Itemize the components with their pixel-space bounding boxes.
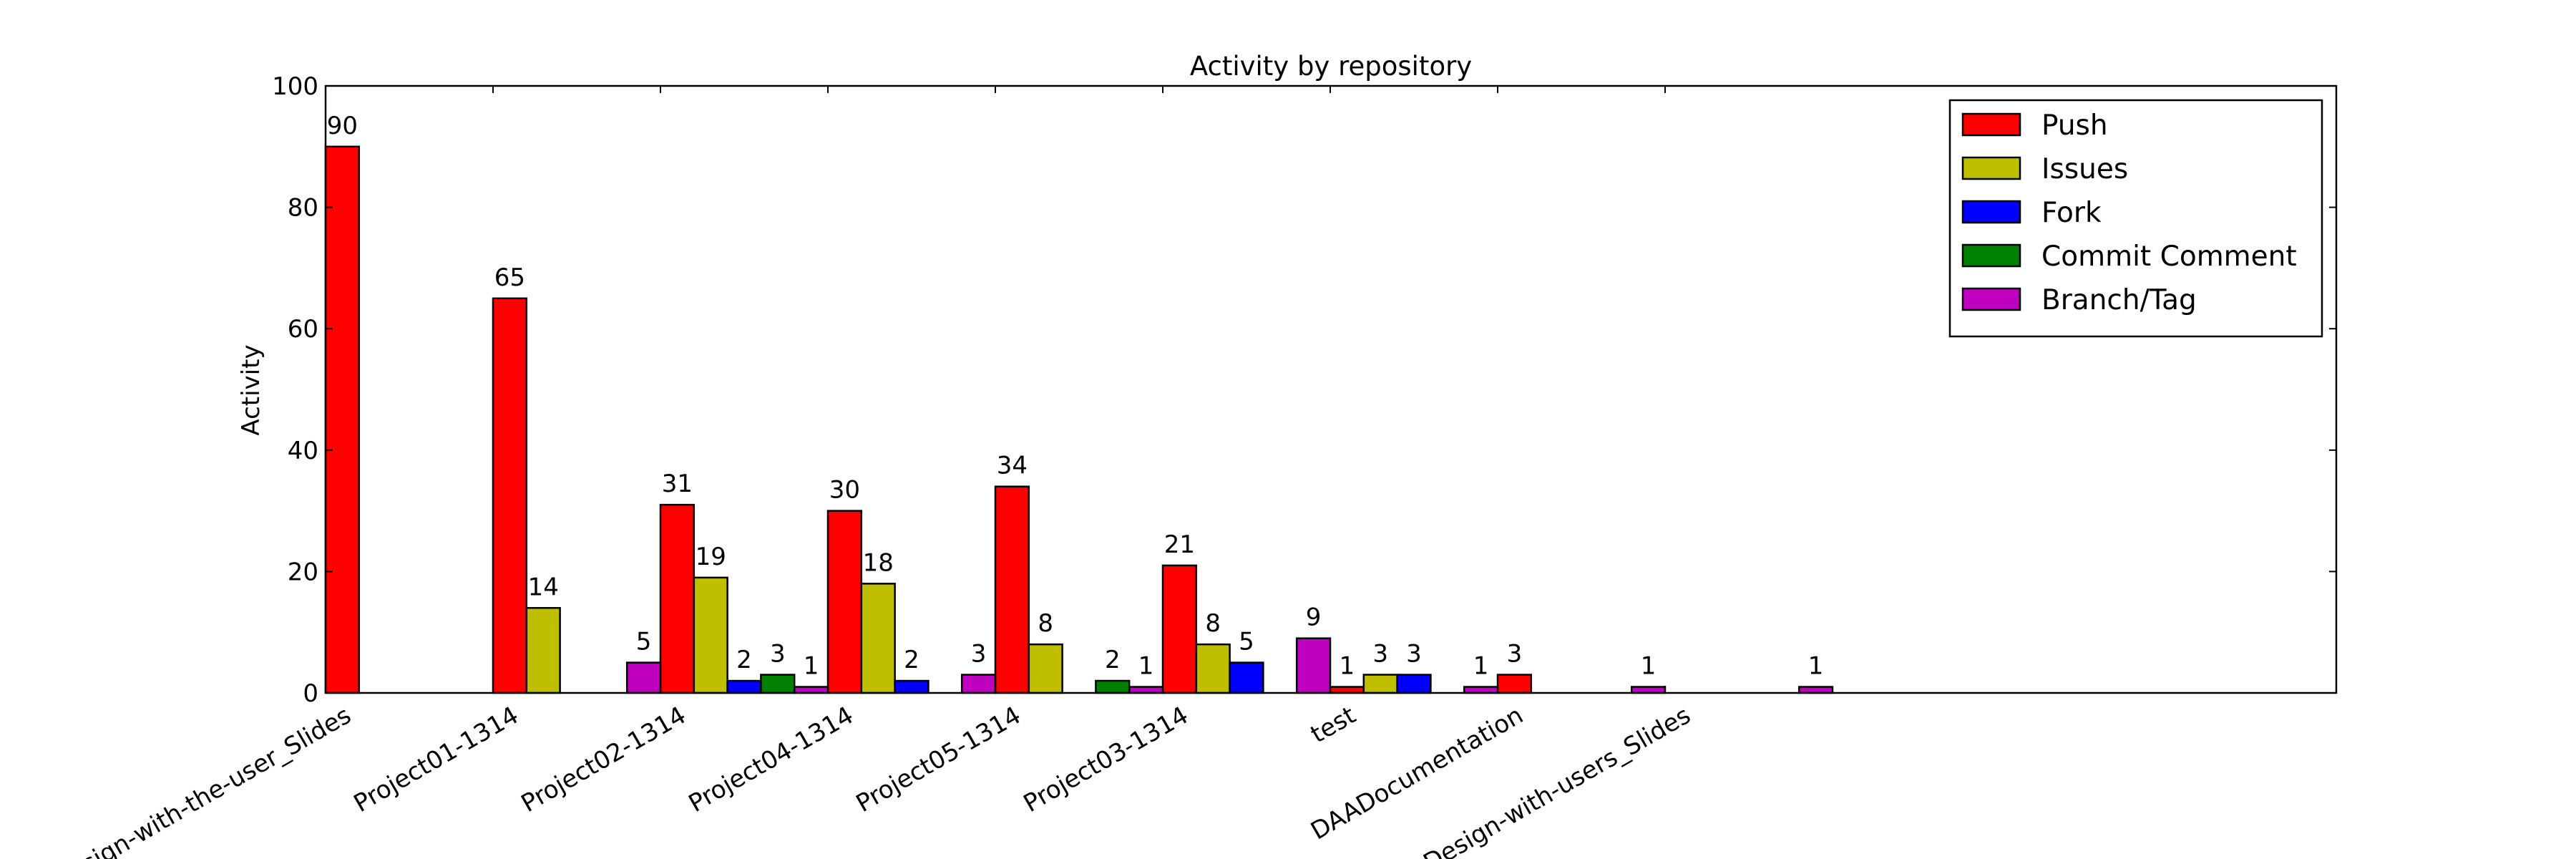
bar bbox=[525, 607, 561, 694]
x-tick-label: Project02-1314 bbox=[517, 701, 691, 818]
bar bbox=[860, 583, 896, 694]
bar bbox=[625, 661, 662, 694]
bar bbox=[1195, 643, 1231, 694]
data-label: 1 bbox=[1340, 652, 1355, 681]
data-label: 1 bbox=[1473, 652, 1489, 681]
data-label: 3 bbox=[770, 640, 786, 669]
y-tick-label: 20 bbox=[288, 558, 318, 586]
data-label: 3 bbox=[1372, 640, 1388, 669]
legend-swatch bbox=[1961, 112, 2021, 137]
x-tick-label: test bbox=[1306, 701, 1361, 749]
data-label: 1 bbox=[1138, 652, 1154, 681]
data-label: 65 bbox=[494, 263, 525, 292]
legend: Push Issues Fork Commit Comment Branch/Tag bbox=[1948, 99, 2323, 338]
legend-label: Branch/Tag bbox=[2041, 284, 2197, 316]
bar bbox=[492, 297, 528, 694]
bar bbox=[1095, 679, 1131, 694]
data-label: 90 bbox=[327, 112, 358, 140]
legend-label: Push bbox=[2041, 110, 2108, 142]
bar bbox=[324, 145, 361, 694]
data-label: 3 bbox=[1507, 640, 1523, 669]
data-label: 3 bbox=[1406, 640, 1422, 669]
bar bbox=[726, 679, 762, 694]
data-label: 1 bbox=[1808, 652, 1824, 681]
y-ticks-group: 0 20 40 60 80 100 bbox=[272, 72, 2336, 708]
y-tick-label: 80 bbox=[288, 194, 318, 223]
data-label: 21 bbox=[1164, 530, 1195, 559]
legend-swatch bbox=[1961, 287, 2021, 311]
bar bbox=[826, 510, 863, 694]
bar bbox=[1229, 661, 1264, 694]
legend-swatch bbox=[1961, 243, 2021, 268]
data-label: 1 bbox=[804, 652, 819, 681]
chart-title: Activity by repository bbox=[1190, 51, 1472, 82]
data-label: 19 bbox=[696, 543, 726, 571]
bars-group bbox=[324, 145, 1834, 694]
bar bbox=[1496, 674, 1533, 694]
bar bbox=[1362, 674, 1398, 694]
data-label: 2 bbox=[904, 646, 919, 674]
y-tick-label: 60 bbox=[288, 315, 318, 344]
legend-swatch bbox=[1961, 200, 2021, 224]
data-label: 3 bbox=[971, 640, 987, 669]
data-label: 31 bbox=[662, 470, 693, 498]
data-label: 5 bbox=[636, 628, 652, 656]
data-label: 9 bbox=[1306, 603, 1322, 632]
legend-label: Fork bbox=[2041, 197, 2102, 229]
bar bbox=[1128, 686, 1164, 694]
bar bbox=[894, 679, 930, 694]
bar bbox=[1329, 686, 1365, 694]
data-label: 8 bbox=[1205, 609, 1221, 638]
x-tick-label: Design-with-users_Slides bbox=[1419, 701, 1696, 859]
bar bbox=[1396, 674, 1432, 694]
bar bbox=[1295, 637, 1332, 694]
y-tick-label: 100 bbox=[272, 72, 318, 101]
legend-label: Commit Comment bbox=[2041, 241, 2297, 273]
bar bbox=[760, 674, 796, 694]
data-label: 2 bbox=[736, 646, 752, 674]
data-label: 18 bbox=[863, 548, 894, 577]
data-label: 8 bbox=[1038, 609, 1053, 638]
y-axis-label: Activity bbox=[237, 344, 265, 435]
bar bbox=[960, 674, 997, 694]
y-tick-label: 40 bbox=[288, 437, 318, 465]
y-tick-label: 0 bbox=[303, 679, 318, 708]
bar bbox=[659, 503, 696, 694]
bar bbox=[1630, 686, 1667, 694]
bar bbox=[1028, 643, 1063, 694]
data-label: 30 bbox=[829, 476, 860, 505]
data-label: 1 bbox=[1641, 652, 1657, 681]
bar bbox=[793, 686, 829, 694]
data-label: 34 bbox=[997, 452, 1028, 480]
x-tick-label: Project05-1314 bbox=[852, 701, 1026, 818]
legend-swatch bbox=[1961, 156, 2021, 180]
bar bbox=[1161, 564, 1198, 694]
bar bbox=[994, 485, 1030, 694]
x-tick-label: Project03-1314 bbox=[1019, 701, 1194, 818]
data-label: 5 bbox=[1239, 628, 1254, 656]
data-label: 14 bbox=[528, 573, 559, 601]
bar bbox=[1797, 686, 1834, 694]
data-label: 2 bbox=[1105, 646, 1121, 674]
legend-label: Issues bbox=[2041, 153, 2128, 185]
x-tick-label: Project01-1314 bbox=[349, 701, 524, 818]
bar bbox=[693, 576, 728, 694]
x-tick-label: Design-with-the-user_Slides bbox=[48, 701, 356, 859]
x-tick-label: Project04-1314 bbox=[684, 701, 859, 818]
bar bbox=[1463, 686, 1499, 694]
